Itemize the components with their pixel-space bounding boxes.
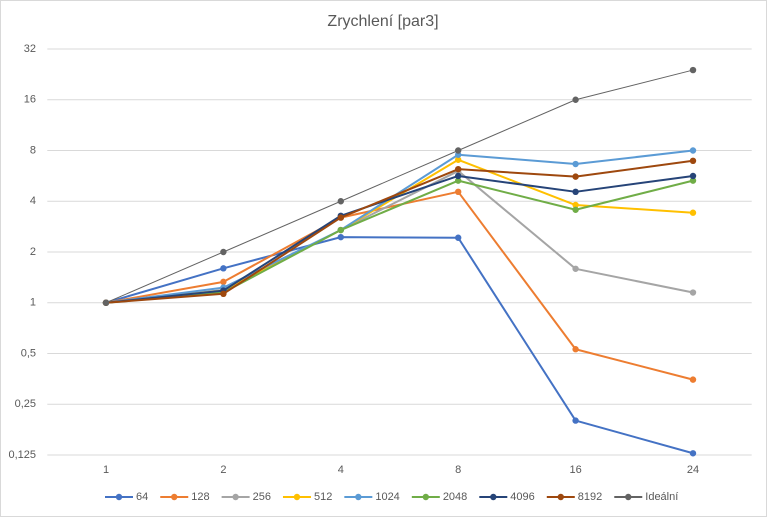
legend-marker <box>115 493 123 501</box>
x-tick-label: 8 <box>455 464 461 476</box>
data-point <box>455 234 462 241</box>
legend-marker <box>625 493 632 501</box>
data-point <box>455 188 462 196</box>
series-line <box>105 69 694 304</box>
data-point <box>689 177 697 184</box>
data-point <box>220 278 227 286</box>
legend-label: 2048 <box>443 491 467 503</box>
legend-marker <box>490 493 497 501</box>
data-point <box>337 226 344 234</box>
data-point <box>455 165 462 173</box>
legend-marker <box>232 493 239 501</box>
series-line <box>105 159 694 304</box>
legend-marker <box>422 493 430 501</box>
data-point <box>689 172 697 180</box>
data-point <box>689 147 697 154</box>
series-line <box>105 236 694 455</box>
data-point <box>572 201 579 209</box>
legend-label: 1024 <box>375 491 399 503</box>
y-tick-label: 1 <box>30 297 36 309</box>
legend-marker <box>293 493 301 501</box>
data-point <box>220 248 227 256</box>
data-point <box>455 172 462 180</box>
y-tick-label: 2 <box>30 246 36 258</box>
data-point <box>689 66 697 74</box>
series-line <box>105 179 694 304</box>
data-point <box>689 376 697 383</box>
data-point <box>572 188 579 196</box>
y-tick-label: 16 <box>24 94 36 106</box>
legend-label: Ideální <box>645 491 678 503</box>
y-tick-label: 32 <box>24 43 36 55</box>
data-point <box>220 290 227 298</box>
x-tick-label: 24 <box>687 464 699 476</box>
legend-label: 4096 <box>510 491 534 503</box>
x-tick-label: 1 <box>103 464 109 476</box>
data-point <box>572 96 579 103</box>
data-point <box>220 265 227 272</box>
y-tick-label: 0,25 <box>15 398 36 410</box>
legend-label: 512 <box>314 491 332 503</box>
data-point <box>572 173 579 180</box>
data-point <box>689 450 697 457</box>
y-tick-label: 0,5 <box>21 347 36 359</box>
data-point <box>337 198 344 205</box>
x-tick-label: 2 <box>220 464 226 476</box>
data-point <box>572 265 579 272</box>
legend-marker <box>557 493 564 501</box>
x-tick-label: 4 <box>338 464 344 476</box>
series-line <box>105 174 694 304</box>
data-point <box>455 177 462 184</box>
data-point <box>455 147 462 154</box>
legend-label: 256 <box>253 491 271 503</box>
chart-title: Zrychlení [par3] <box>327 13 438 30</box>
data-point <box>455 156 462 163</box>
legend-label: 128 <box>191 491 209 503</box>
data-point <box>689 157 697 165</box>
data-point <box>572 417 579 424</box>
data-point <box>572 206 579 213</box>
y-tick-label: 0,125 <box>8 449 36 461</box>
legend-label: 64 <box>136 491 148 503</box>
legend-label: 8192 <box>578 491 602 503</box>
legend-marker <box>355 493 362 501</box>
data-point <box>337 214 344 221</box>
y-tick-label: 4 <box>30 195 36 207</box>
data-point <box>102 299 110 306</box>
y-tick-label: 8 <box>30 144 36 156</box>
legend-marker <box>171 493 178 501</box>
data-point <box>689 209 697 216</box>
data-point <box>572 346 579 353</box>
data-point <box>689 289 697 296</box>
data-point <box>337 233 344 241</box>
x-tick-label: 16 <box>569 464 581 476</box>
data-point <box>572 160 579 168</box>
